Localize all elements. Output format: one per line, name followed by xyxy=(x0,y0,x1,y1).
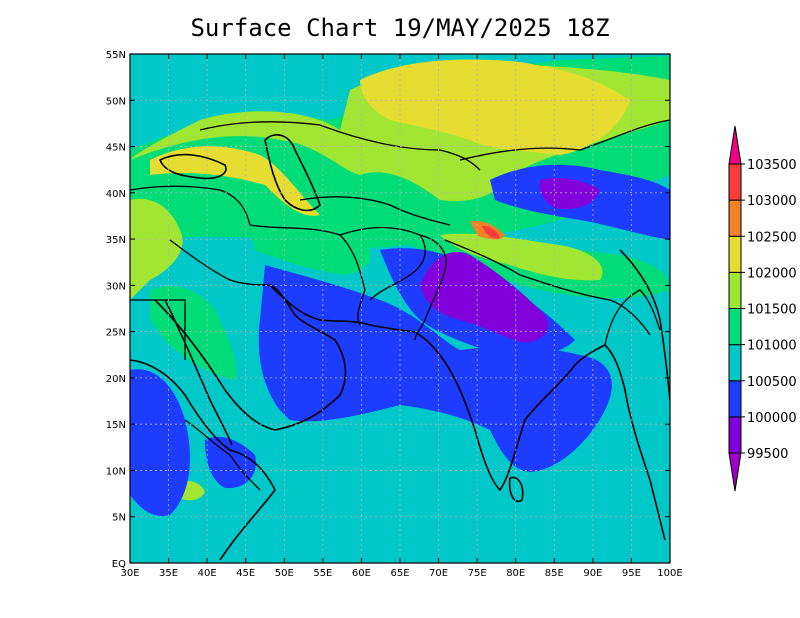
lat-tick-label: 45N xyxy=(106,143,126,154)
lon-tick-label: 90E xyxy=(583,568,602,579)
border-turkey xyxy=(130,185,251,226)
lon-tick-label: 70E xyxy=(429,568,448,579)
colorbar-segment xyxy=(728,163,742,201)
lat-tick-label: 50N xyxy=(106,96,126,107)
colorbar-label: 102500 xyxy=(747,230,797,245)
border-pakistan-india xyxy=(414,234,447,341)
lon-tick-label: 75E xyxy=(468,568,487,579)
colorbar-label: 100500 xyxy=(747,375,797,390)
lat-tick-label: 15N xyxy=(106,420,126,431)
lat-tick-label: 30N xyxy=(106,281,126,292)
lon-tick-label: 35E xyxy=(159,568,178,579)
lon-tick-label: 85E xyxy=(545,568,564,579)
border-myanmar xyxy=(604,289,661,346)
longitude-axis: 30E 35E 40E 45E 50E 55E 60E 65E 70E 75E 80E 85E 90E 9… xyxy=(120,54,683,579)
colorbar-segment xyxy=(728,235,742,273)
coast-india xyxy=(439,344,606,491)
colorbar-label: 100000 xyxy=(747,411,797,426)
field-west-lime xyxy=(130,198,183,300)
coast-redsea xyxy=(164,299,233,446)
colorbar-label: 103500 xyxy=(747,158,797,173)
border-central-asia xyxy=(299,196,451,226)
coastlines xyxy=(130,134,670,561)
colorbar-max-arrow xyxy=(728,125,742,165)
field-tibet-lime xyxy=(440,233,603,281)
grid-lines xyxy=(130,54,670,563)
field-north-yellow2 xyxy=(360,59,630,156)
lat-tick-label: 10N xyxy=(106,466,126,477)
colorbar-label: 99500 xyxy=(747,447,788,462)
border-iran xyxy=(249,224,366,326)
coast-arabia xyxy=(154,284,347,431)
coast-bay xyxy=(604,344,666,541)
colorbar-label: 102000 xyxy=(747,266,797,281)
colorbar-label: 103000 xyxy=(747,194,797,209)
coast-caspian xyxy=(264,134,321,212)
coast-china xyxy=(619,249,670,401)
border-himalaya xyxy=(444,239,651,336)
borders xyxy=(130,119,670,491)
coast-srilanka xyxy=(508,476,524,502)
colorbar-segment xyxy=(728,416,742,454)
field-arabia-green xyxy=(150,286,237,380)
border-horn xyxy=(184,419,261,491)
field-thar-low xyxy=(420,251,549,343)
lon-tick-label: 55E xyxy=(313,568,332,579)
colorbar-label: 101000 xyxy=(747,339,797,354)
colorbar-segment xyxy=(728,380,742,418)
border-egypt xyxy=(130,299,186,360)
border-iraq-saudi xyxy=(169,239,271,286)
border-kazakh xyxy=(199,121,481,171)
coast-africa xyxy=(130,359,276,561)
lon-tick-label: 40E xyxy=(198,568,217,579)
border-afghanistan xyxy=(339,226,426,301)
lon-tick-label: 80E xyxy=(506,568,525,579)
lon-tick-label: 60E xyxy=(352,568,371,579)
chart-title: Surface Chart 19/MAY/2025 18Z xyxy=(190,14,610,42)
field-arabian-sea-low xyxy=(258,265,612,472)
field-africa-low2 xyxy=(205,436,256,489)
border-china-mongolia xyxy=(459,119,670,161)
lat-tick-label: 5N xyxy=(112,513,126,524)
lon-tick-label: 45E xyxy=(236,568,255,579)
lat-tick-label: 55N xyxy=(106,50,126,61)
colorbar-segment xyxy=(728,308,742,346)
lon-tick-label: 95E xyxy=(622,568,641,579)
lat-tick-label: EQ xyxy=(112,559,126,570)
lat-tick-label: 40N xyxy=(106,189,126,200)
field-himalaya-red xyxy=(482,225,500,239)
colorbar-segment xyxy=(728,199,742,237)
lat-tick-label: 20N xyxy=(106,374,126,385)
lat-tick-label: 35N xyxy=(106,235,126,246)
lon-tick-label: 30E xyxy=(120,568,139,579)
colorbar-min-arrow xyxy=(728,452,742,492)
coast-gulf xyxy=(269,284,371,326)
pressure-field xyxy=(130,54,670,563)
field-north-yellow xyxy=(150,146,320,216)
colorbar-segment xyxy=(728,344,742,382)
lon-tick-label: 65E xyxy=(390,568,409,579)
colorbar-segment xyxy=(728,271,742,309)
field-africa-low xyxy=(130,369,190,516)
colorbar: 99500 100000 100500 101000 101500 102000 10250… xyxy=(728,125,797,492)
lon-tick-label: 50E xyxy=(275,568,294,579)
latitude-axis: EQ 5N 10N 15N 20N 25N 30N 35N 40N 45N 50N 55N xyxy=(106,50,670,570)
colorbar-label: 101500 xyxy=(747,303,797,318)
lon-tick-label: 100E xyxy=(657,568,682,579)
coast-black-sea xyxy=(159,153,227,180)
lat-tick-label: 25N xyxy=(106,328,126,339)
